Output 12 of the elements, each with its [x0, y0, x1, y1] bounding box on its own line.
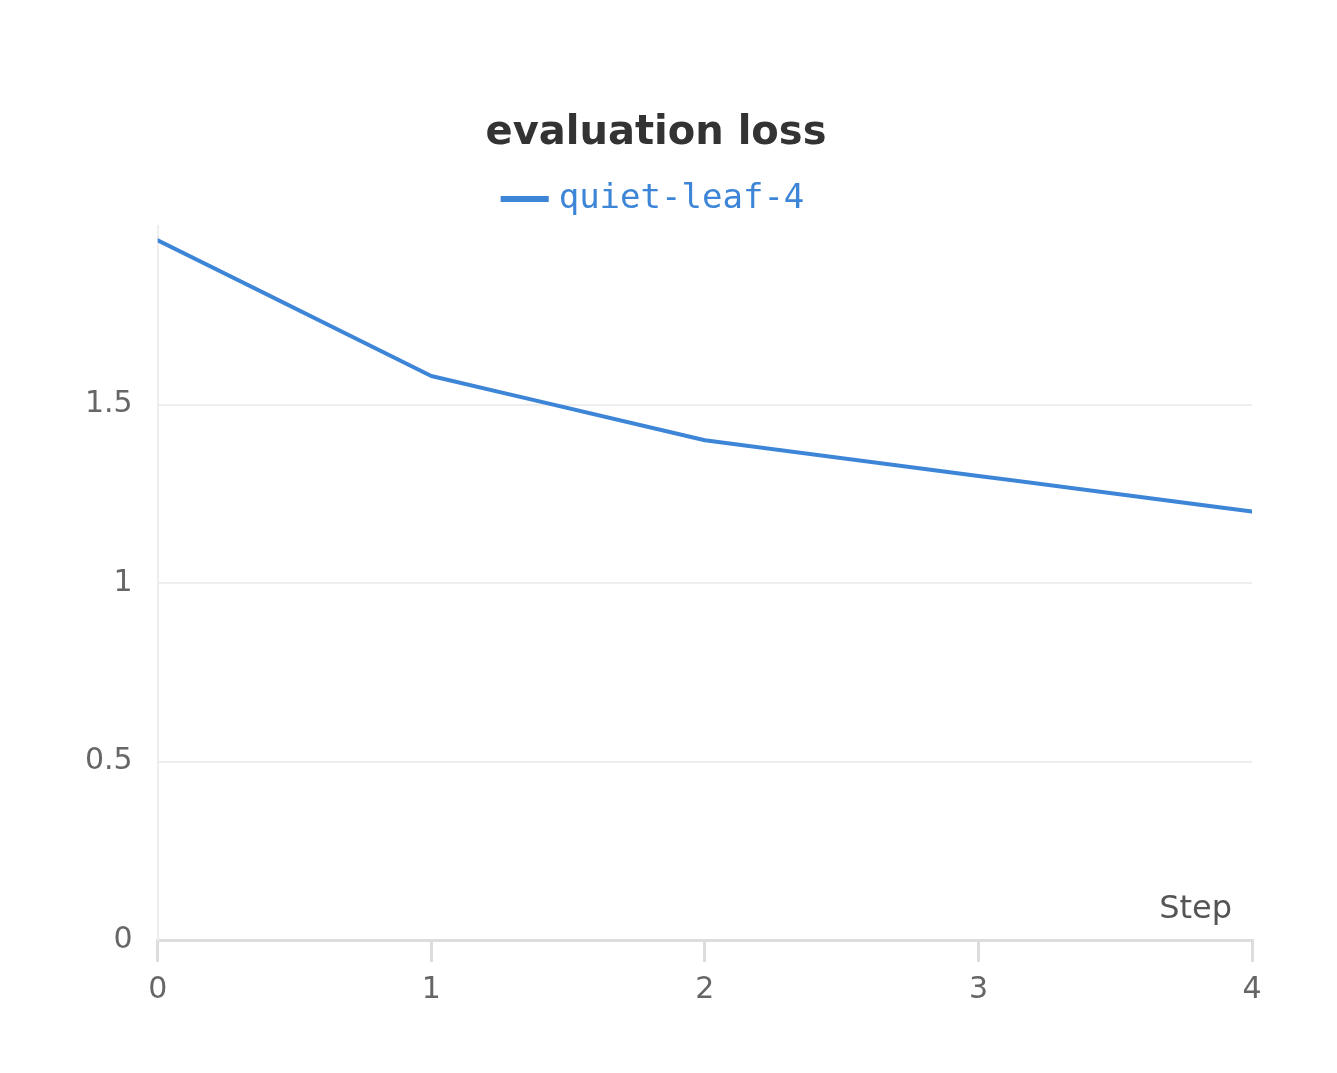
y-tick-label: 0.5: [84, 741, 133, 777]
x-tick-label: 3: [968, 969, 988, 1005]
x-tick-label: 1: [421, 969, 441, 1005]
y-tick-label: 1.5: [84, 384, 133, 420]
legend-label: quiet-leaf-4: [558, 175, 805, 216]
x-tick-label: 2: [695, 969, 715, 1005]
x-tick-label: 0: [148, 969, 168, 1005]
x-axis-title: Step: [1159, 888, 1232, 927]
y-tick-label: 0: [113, 919, 133, 955]
x-tick-label: 4: [1242, 969, 1262, 1005]
chart-title: evaluation loss: [485, 107, 827, 154]
y-tick-label: 1: [113, 562, 133, 598]
